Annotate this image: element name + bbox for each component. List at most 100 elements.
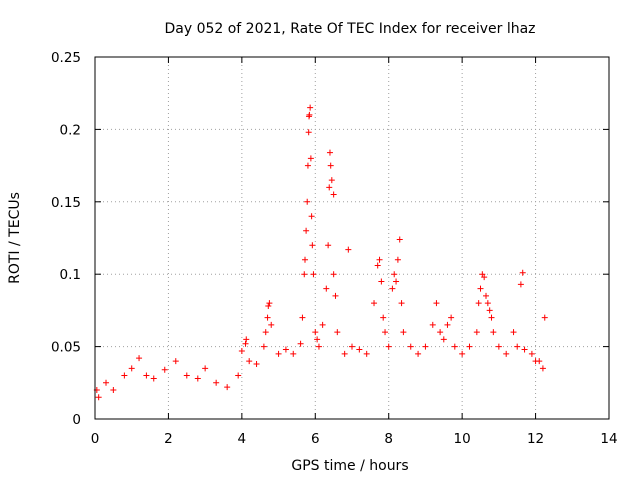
data-point xyxy=(312,329,319,336)
data-point xyxy=(308,213,315,220)
data-point xyxy=(275,350,282,357)
grid-lines xyxy=(95,57,609,419)
data-point xyxy=(315,343,322,350)
data-point xyxy=(262,329,269,336)
x-tick-label: 4 xyxy=(238,431,247,447)
data-point xyxy=(484,300,491,307)
data-point xyxy=(400,329,407,336)
data-point xyxy=(477,285,484,292)
data-point xyxy=(309,242,316,249)
data-point xyxy=(517,281,524,288)
data-point xyxy=(536,358,543,365)
data-point xyxy=(407,343,414,350)
data-point xyxy=(429,321,436,328)
data-point xyxy=(334,329,341,336)
data-point xyxy=(183,372,190,379)
data-point xyxy=(433,300,440,307)
axis-ticks xyxy=(94,56,610,420)
data-point xyxy=(242,340,249,347)
chart-title: Day 052 of 2021, Rate Of TEC Index for r… xyxy=(164,21,535,37)
data-point xyxy=(448,314,455,321)
tick-labels: 0 2 4 6 8 10 12 14 0 0.05 0.1 0.15 0.2 0.25 xyxy=(51,50,618,447)
data-point xyxy=(282,346,289,353)
data-point xyxy=(541,314,548,321)
data-point xyxy=(314,336,321,343)
y-tick-label: 0.1 xyxy=(60,267,81,283)
data-point xyxy=(143,372,150,379)
data-point xyxy=(356,346,363,353)
data-point xyxy=(422,343,429,350)
data-point xyxy=(345,246,352,253)
data-point xyxy=(302,256,309,263)
x-tick-label: 6 xyxy=(311,431,320,447)
data-point xyxy=(264,314,271,321)
data-point xyxy=(514,343,521,350)
data-point xyxy=(305,129,312,136)
y-tick-label: 0.15 xyxy=(51,195,81,211)
data-point xyxy=(319,321,326,328)
data-point xyxy=(459,350,466,357)
data-point xyxy=(382,329,389,336)
data-point xyxy=(150,375,157,382)
data-point xyxy=(326,184,333,191)
data-point xyxy=(466,343,473,350)
data-point xyxy=(389,285,396,292)
y-axis-label: ROTI / TECUs xyxy=(7,192,23,284)
data-point xyxy=(398,300,405,307)
data-point xyxy=(415,350,422,357)
data-point xyxy=(172,358,179,365)
data-point xyxy=(332,292,339,299)
data-point xyxy=(378,278,385,285)
data-point xyxy=(440,336,447,343)
data-point xyxy=(393,278,400,285)
data-point xyxy=(510,329,517,336)
data-point xyxy=(521,346,528,353)
y-tick-label: 0.05 xyxy=(51,340,81,356)
data-point xyxy=(328,177,335,184)
data-point xyxy=(363,350,370,357)
data-point xyxy=(385,343,392,350)
x-tick-label: 14 xyxy=(600,431,617,447)
data-point xyxy=(326,149,333,156)
data-point xyxy=(306,111,313,118)
data-point xyxy=(95,394,102,401)
data-point xyxy=(194,375,201,382)
data-point xyxy=(301,271,308,278)
x-tick-label: 2 xyxy=(164,431,173,447)
data-point xyxy=(260,343,267,350)
data-point xyxy=(121,372,128,379)
data-point xyxy=(374,262,381,269)
data-point xyxy=(213,379,220,386)
plot-frame xyxy=(94,56,610,420)
data-point xyxy=(310,271,317,278)
data-point xyxy=(444,321,451,328)
data-point xyxy=(307,155,314,162)
x-axis-label: GPS time / hours xyxy=(291,458,408,474)
data-point xyxy=(539,365,546,372)
x-tick-label: 0 xyxy=(91,431,100,447)
data-point xyxy=(307,104,314,111)
data-point xyxy=(128,365,135,372)
data-point xyxy=(327,162,334,169)
y-tick-label: 0.25 xyxy=(51,50,81,66)
data-point xyxy=(136,355,143,362)
data-point xyxy=(437,329,444,336)
data-point xyxy=(376,256,383,263)
data-point xyxy=(290,350,297,357)
data-point xyxy=(243,336,250,343)
data-point xyxy=(235,372,242,379)
data-point xyxy=(473,329,480,336)
data-point xyxy=(396,236,403,243)
data-point xyxy=(268,321,275,328)
data-point xyxy=(391,271,398,278)
data-point xyxy=(325,242,332,249)
data-point xyxy=(483,292,490,299)
data-point xyxy=(330,271,337,278)
x-tick-label: 12 xyxy=(527,431,544,447)
data-point xyxy=(323,285,330,292)
data-point xyxy=(246,358,253,365)
data-point xyxy=(341,350,348,357)
data-point xyxy=(380,314,387,321)
data-point xyxy=(202,365,209,372)
data-point xyxy=(486,307,493,314)
